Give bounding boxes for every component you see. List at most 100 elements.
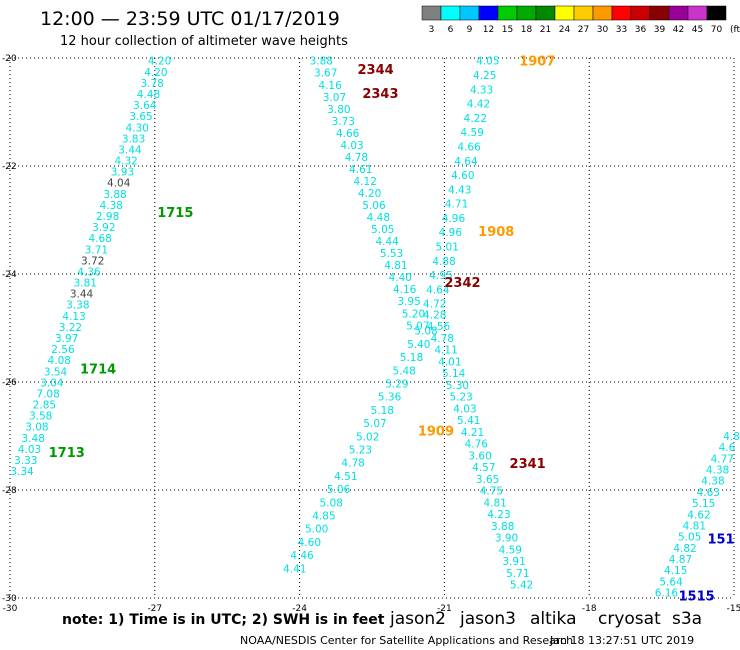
chart-subtitle: 12 hour collection of altimeter wave hei… (60, 34, 348, 49)
wave-height-value: 2.85 (33, 400, 56, 412)
wave-height-value: 5.18 (400, 352, 423, 364)
pass-label-1714: 1714 (80, 363, 116, 378)
wave-height-value: 3.88 (103, 189, 126, 201)
wave-height-value: 3.58 (29, 411, 52, 423)
wave-height-value: 4.13 (62, 311, 85, 323)
wave-height-value: 5.00 (305, 524, 328, 536)
wave-height-value: 3.83 (122, 133, 145, 145)
y-tick-label: -30 (2, 594, 17, 604)
legend-label-18: 18 (521, 25, 533, 35)
wave-height-value: 5.29 (385, 379, 408, 391)
wave-height-value: 4.41 (283, 563, 306, 575)
wave-height-value: 5.06 (327, 484, 351, 496)
wave-height-value: 5.23 (449, 392, 472, 404)
wave-height-value: 4.30 (126, 122, 149, 134)
wave-height-value: 4.66 (457, 141, 481, 153)
wave-height-value: 3.93 (111, 167, 134, 179)
wave-height-value: 3.95 (397, 296, 420, 308)
pass-label-1715: 1715 (157, 206, 193, 221)
wave-height-value: 4.6 (719, 442, 736, 454)
pass-label-2342: 2342 (444, 276, 480, 291)
wave-height-value: 4.01 (438, 356, 461, 368)
wave-height-value: 5.15 (692, 498, 715, 510)
satellite-altika: altika (530, 609, 577, 629)
legend-label-45: 45 (692, 25, 703, 35)
wave-height-value: 4.60 (298, 537, 321, 549)
pass-label-1515: 1515 (678, 589, 714, 604)
wave-height-value: 4.81 (483, 497, 506, 509)
wave-height-value: 5.05 (678, 532, 701, 544)
satellite-cryosat: cryosat (598, 609, 661, 629)
wave-height-value: 3.72 (81, 255, 104, 267)
wave-height-value: 3.04 (40, 377, 64, 389)
wave-height-value: 4.81 (384, 260, 407, 272)
wave-height-value: 5.42 (510, 580, 533, 592)
pass-label-1909: 1909 (418, 425, 454, 440)
wave-height-value: 4.20 (358, 188, 381, 200)
wave-height-value: 4.77 (711, 453, 734, 465)
pass-label-151: 151 (707, 533, 734, 548)
wave-height-value: 4.15 (664, 565, 687, 577)
y-tick-label: -28 (2, 486, 17, 496)
wave-height-value: 2.98 (96, 211, 119, 223)
x-tick-label: -27 (147, 604, 162, 614)
wave-height-value: 4.57 (472, 462, 495, 474)
grid (9, 57, 735, 599)
wave-height-value: 4.05 (476, 56, 499, 68)
wave-height-value: 4.04 (107, 178, 131, 190)
wave-height-value: 4.56 (427, 321, 451, 333)
legend-label-3: 3 (429, 25, 435, 35)
wave-height-value: 4.32 (114, 156, 137, 168)
wave-height-value: 3.90 (495, 533, 518, 545)
wave-height-value: 5.05 (371, 224, 394, 236)
wave-height-value: 4.42 (467, 99, 490, 111)
wave-height-value: 4.16 (318, 80, 342, 92)
pass-label-1907: 1907 (519, 55, 555, 70)
y-tick-label: -26 (2, 378, 17, 388)
wave-height-value: 4.28 (423, 310, 446, 322)
track-6: 4.84.64.774.384.384.635.154.624.815.054.… (655, 431, 740, 600)
wave-height-value: 4.63 (697, 487, 720, 499)
satellite-s3a: s3a (672, 609, 703, 629)
wave-height-value: 4.64 (426, 284, 450, 296)
wave-height-value: 5.02 (356, 431, 379, 443)
legend-label-15: 15 (502, 25, 513, 35)
wave-height-value: 5.18 (371, 405, 394, 417)
x-tick-label: -30 (3, 604, 18, 614)
wave-height-value: 3.65 (476, 474, 499, 486)
wave-height-value: 3.97 (55, 333, 78, 345)
wave-height-value: 4.71 (445, 199, 468, 211)
wave-height-value: 5.20 (402, 308, 425, 320)
wave-height-value: 5.06 (362, 200, 386, 212)
wave-height-value: 4.75 (480, 486, 503, 498)
satellite-jason2: jason2 (390, 609, 446, 629)
wave-height-value: 4.51 (334, 471, 357, 483)
wave-height-value: 5.30 (446, 380, 469, 392)
wave-height-value: 4.23 (487, 509, 510, 521)
track-5: 4.284.564.784.114.015.145.305.234.035.41… (423, 310, 533, 592)
wave-height-value: 5.36 (378, 392, 402, 404)
wave-height-value: 5.53 (380, 248, 403, 260)
wave-height-value: 4.03 (18, 444, 41, 456)
wave-height-value: 3.78 (140, 78, 163, 90)
wave-height-value: 5.01 (436, 242, 459, 254)
wave-height-value: 4.59 (461, 127, 484, 139)
wave-height-value: 4.33 (470, 84, 493, 96)
legend-label-24: 24 (559, 25, 571, 35)
wave-height-value: 3.80 (327, 104, 350, 116)
legend-label-9: 9 (467, 25, 473, 35)
wave-height-value: 4.78 (341, 458, 364, 470)
track-3: 5.085.405.185.485.295.365.185.075.025.23… (283, 326, 438, 576)
wave-height-value: 5.48 (392, 365, 415, 377)
wave-height-value: 4.11 (434, 345, 457, 357)
wave-height-value: 3.64 (133, 100, 157, 112)
legend-label-39: 39 (654, 25, 666, 35)
wave-height-value: 4.66 (336, 128, 360, 140)
wave-height-value: 5.23 (349, 445, 372, 457)
wave-height-value: 4.40 (389, 272, 412, 284)
pass-label-1713: 1713 (49, 446, 85, 461)
wave-height-value: 4.38 (706, 465, 729, 477)
track-4: 4.05 4.25 4.33 4.42 4.22 4.59 4.66 4.64 4.60 4.43… (423, 56, 499, 311)
